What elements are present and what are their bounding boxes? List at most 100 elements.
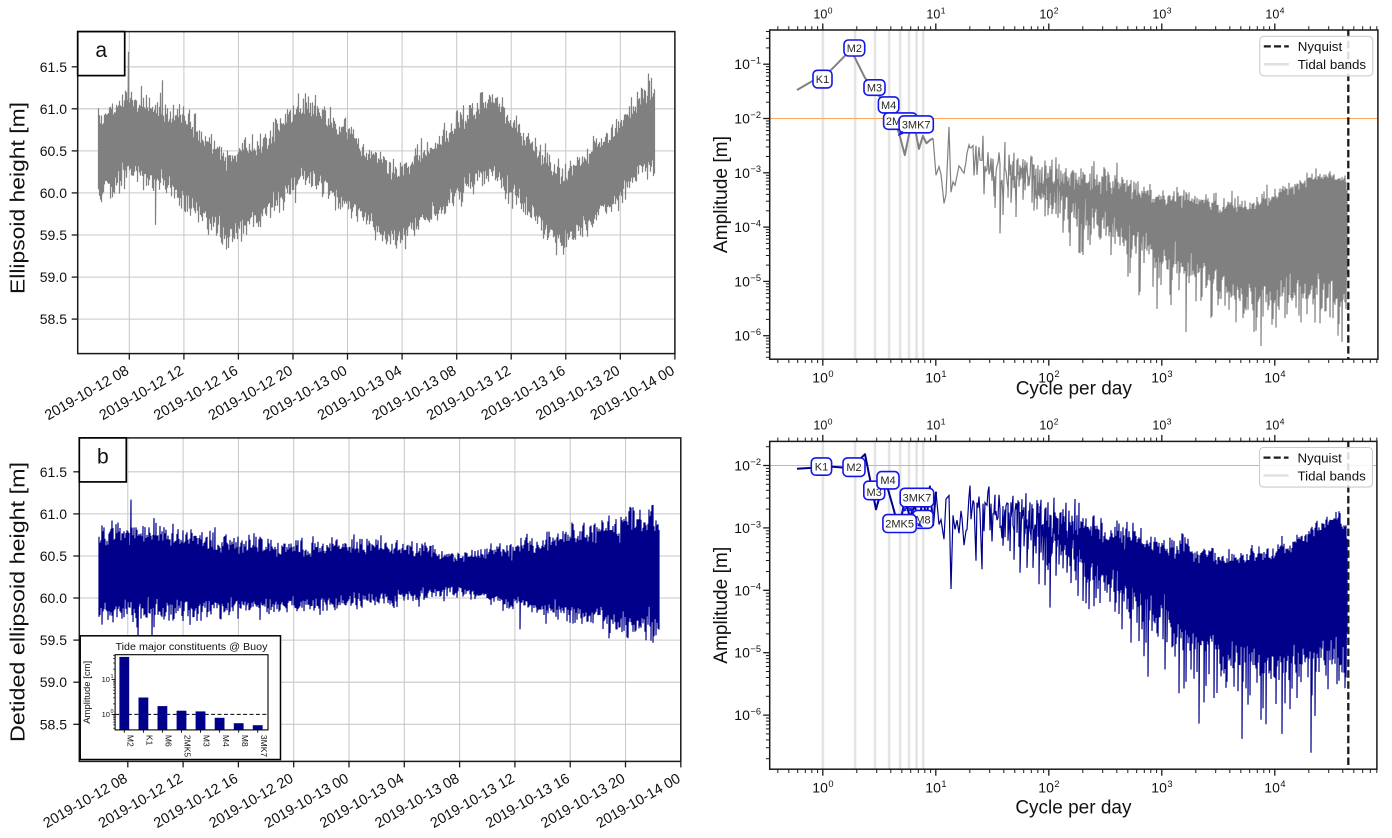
svg-text:2: 2 (1054, 5, 1059, 15)
svg-text:10: 10 (102, 675, 110, 684)
svg-text:60.5: 60.5 (40, 548, 67, 564)
svg-text:M3: M3 (867, 83, 882, 95)
svg-text:10: 10 (925, 780, 941, 796)
svg-text:10: 10 (734, 111, 750, 127)
svg-text:M2: M2 (846, 462, 861, 474)
svg-text:60.0: 60.0 (40, 590, 67, 606)
svg-text:0: 0 (828, 416, 833, 426)
svg-text:M3: M3 (867, 487, 882, 499)
svg-text:M2: M2 (847, 43, 862, 55)
svg-text:10: 10 (1265, 418, 1279, 432)
svg-text:59.5: 59.5 (40, 227, 67, 243)
svg-text:a: a (95, 39, 107, 62)
svg-text:3MK7: 3MK7 (259, 735, 269, 757)
svg-text:2MK5: 2MK5 (183, 735, 193, 757)
svg-text:10: 10 (1038, 370, 1054, 386)
svg-text:M2: M2 (126, 735, 136, 747)
svg-text:10: 10 (734, 458, 750, 474)
svg-text:−3: −3 (750, 164, 761, 174)
svg-text:0: 0 (828, 779, 833, 789)
svg-text:Nyquist: Nyquist (1298, 450, 1343, 465)
svg-text:10: 10 (926, 7, 940, 21)
svg-text:M6: M6 (164, 735, 174, 747)
svg-text:1: 1 (941, 369, 946, 379)
svg-text:−2: −2 (750, 457, 761, 467)
svg-text:10: 10 (925, 370, 941, 386)
svg-text:3: 3 (1167, 779, 1172, 789)
svg-text:4: 4 (1280, 5, 1285, 15)
svg-text:61.5: 61.5 (40, 464, 67, 480)
svg-text:−1: −1 (750, 56, 761, 66)
svg-text:10: 10 (734, 582, 750, 598)
svg-text:M3: M3 (202, 735, 212, 747)
svg-text:10: 10 (1151, 370, 1167, 386)
svg-text:4: 4 (1280, 416, 1285, 426)
svg-text:1: 1 (941, 416, 946, 426)
svg-text:M4: M4 (881, 100, 896, 112)
svg-text:K1: K1 (815, 462, 828, 474)
svg-text:2: 2 (1054, 779, 1059, 789)
svg-text:4: 4 (1280, 779, 1285, 789)
svg-text:60.5: 60.5 (40, 143, 67, 159)
svg-text:3: 3 (1167, 369, 1172, 379)
svg-text:58.5: 58.5 (40, 311, 67, 327)
svg-text:10: 10 (734, 165, 750, 181)
svg-text:2: 2 (1054, 416, 1059, 426)
svg-text:1: 1 (941, 779, 946, 789)
svg-text:10: 10 (812, 780, 828, 796)
svg-text:10: 10 (813, 418, 827, 432)
svg-text:59.5: 59.5 (40, 632, 67, 648)
svg-text:10: 10 (734, 645, 750, 661)
svg-text:Tidal bands: Tidal bands (1298, 468, 1367, 483)
svg-text:Amplitude [m]: Amplitude [m] (711, 547, 732, 664)
svg-text:Tide major constituents @ Buoy: Tide major constituents @ Buoy (116, 642, 269, 653)
svg-text:Detided ellipsoid height [m]: Detided ellipsoid height [m] (8, 462, 30, 742)
svg-text:Cycle per day: Cycle per day (1016, 379, 1133, 400)
svg-text:10: 10 (734, 56, 750, 72)
svg-text:10: 10 (813, 7, 827, 21)
svg-text:2: 2 (1054, 369, 1059, 379)
svg-text:61.0: 61.0 (40, 506, 67, 522)
svg-text:Amplitude [m]: Amplitude [m] (711, 136, 732, 253)
svg-text:3MK7: 3MK7 (903, 493, 932, 505)
svg-text:−2: −2 (750, 110, 761, 120)
svg-text:60.0: 60.0 (40, 185, 67, 201)
svg-text:Nyquist: Nyquist (1298, 39, 1343, 54)
svg-text:M8: M8 (240, 735, 250, 747)
svg-text:−5: −5 (750, 644, 761, 654)
svg-text:K1: K1 (145, 735, 155, 746)
svg-text:0: 0 (828, 369, 833, 379)
svg-text:61.5: 61.5 (40, 59, 67, 75)
svg-text:10: 10 (1264, 370, 1280, 386)
svg-text:Cycle per day: Cycle per day (1015, 798, 1132, 819)
svg-text:4: 4 (1280, 369, 1285, 379)
svg-text:59.0: 59.0 (40, 269, 67, 285)
svg-text:10: 10 (1039, 418, 1053, 432)
svg-text:10: 10 (1152, 418, 1166, 432)
svg-text:Amplitude [cm]: Amplitude [cm] (82, 661, 92, 724)
svg-text:3: 3 (1167, 416, 1172, 426)
svg-text:0: 0 (828, 5, 833, 15)
svg-text:10: 10 (734, 707, 750, 723)
svg-text:10: 10 (734, 328, 750, 344)
svg-text:−5: −5 (750, 273, 761, 283)
svg-text:10: 10 (734, 273, 750, 289)
svg-text:10: 10 (1038, 780, 1054, 796)
svg-text:3MK7: 3MK7 (902, 119, 931, 131)
svg-text:10: 10 (1152, 7, 1166, 21)
svg-text:3: 3 (1167, 5, 1172, 15)
svg-text:10: 10 (1039, 7, 1053, 21)
svg-text:10: 10 (734, 219, 750, 235)
svg-text:−4: −4 (750, 219, 761, 229)
svg-text:59.0: 59.0 (40, 674, 67, 690)
svg-text:1: 1 (111, 674, 114, 680)
svg-text:58.5: 58.5 (40, 716, 67, 732)
svg-text:−6: −6 (750, 327, 761, 337)
svg-text:M4: M4 (880, 475, 895, 487)
svg-text:−3: −3 (750, 519, 761, 529)
svg-text:10: 10 (102, 710, 110, 719)
svg-text:Tidal bands: Tidal bands (1298, 57, 1367, 72)
svg-text:M4: M4 (221, 735, 231, 747)
svg-text:61.0: 61.0 (40, 101, 67, 117)
svg-text:10: 10 (1151, 780, 1167, 796)
